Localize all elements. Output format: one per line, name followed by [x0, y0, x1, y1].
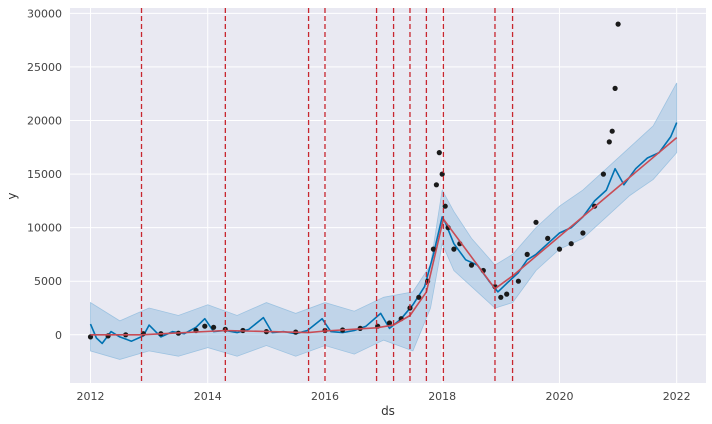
observed-point	[556, 246, 563, 252]
observed-point	[416, 294, 422, 300]
observed-point	[202, 323, 208, 329]
y-axis-ticks: 0 5000 10000 15000 20000 25000 30000	[27, 7, 62, 341]
observed-point	[600, 171, 607, 177]
x-tick-label: 2016	[311, 390, 339, 403]
observed-point	[568, 241, 574, 247]
observed-point	[433, 182, 439, 188]
y-tick-label: 20000	[27, 115, 62, 128]
y-tick-label: 30000	[27, 7, 62, 20]
x-axis-ticks: 2012 2014 2016 2018 2020 2022	[77, 390, 691, 403]
observed-point	[504, 291, 510, 297]
observed-point	[451, 246, 457, 252]
y-tick-label: 5000	[34, 275, 62, 288]
y-tick-label: 10000	[27, 222, 62, 235]
observed-point	[436, 150, 442, 156]
observed-point	[515, 278, 522, 284]
observed-point	[609, 128, 615, 134]
x-tick-label: 2022	[663, 390, 691, 403]
observed-point	[211, 324, 217, 330]
observed-point	[615, 21, 621, 27]
observed-point	[430, 246, 436, 252]
observed-point	[533, 219, 539, 225]
observed-point	[468, 262, 475, 268]
observed-point	[545, 235, 551, 241]
observed-point	[612, 85, 618, 91]
x-tick-label: 2012	[77, 390, 105, 403]
observed-point	[606, 139, 612, 145]
observed-point	[580, 230, 586, 236]
observed-point	[386, 320, 393, 326]
y-tick-label: 0	[55, 329, 62, 342]
changepoints	[140, 8, 514, 383]
y-tick-label: 25000	[27, 61, 62, 74]
x-tick-label: 2020	[546, 390, 574, 403]
x-tick-label: 2014	[194, 390, 222, 403]
x-axis-label: ds	[381, 404, 395, 418]
uncertainty-band-area	[90, 82, 678, 360]
observed-point	[498, 294, 504, 300]
x-tick-label: 2018	[428, 390, 456, 403]
y-axis-label: y	[5, 192, 19, 199]
y-tick-label: 15000	[27, 168, 62, 181]
uncertainty-band	[90, 82, 678, 360]
observed-point	[524, 251, 530, 257]
